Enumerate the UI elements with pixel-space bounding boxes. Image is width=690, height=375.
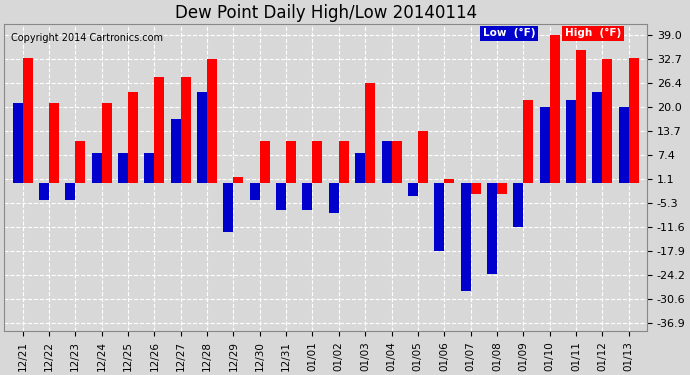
- Bar: [66, 183, 75, 200]
- Bar: [128, 92, 138, 183]
- Bar: [550, 35, 560, 183]
- Bar: [497, 183, 507, 195]
- Bar: [313, 141, 322, 183]
- Bar: [329, 183, 339, 213]
- Bar: [418, 131, 428, 183]
- Text: Low  (°F): Low (°F): [483, 28, 535, 38]
- Bar: [23, 58, 32, 183]
- Bar: [224, 183, 233, 232]
- Bar: [75, 141, 86, 183]
- Bar: [207, 59, 217, 183]
- Bar: [444, 179, 454, 183]
- Bar: [629, 58, 639, 183]
- Text: Copyright 2014 Cartronics.com: Copyright 2014 Cartronics.com: [10, 33, 163, 43]
- Bar: [259, 141, 270, 183]
- Bar: [576, 50, 586, 183]
- Text: High  (°F): High (°F): [565, 28, 621, 38]
- Bar: [92, 153, 101, 183]
- Bar: [566, 100, 576, 183]
- Bar: [197, 92, 207, 183]
- Bar: [101, 104, 112, 183]
- Bar: [233, 177, 244, 183]
- Bar: [602, 59, 612, 183]
- Bar: [619, 107, 629, 183]
- Bar: [487, 183, 497, 274]
- Bar: [302, 183, 313, 210]
- Bar: [355, 153, 365, 183]
- Bar: [382, 141, 391, 183]
- Bar: [144, 153, 155, 183]
- Bar: [181, 77, 190, 183]
- Bar: [250, 183, 259, 200]
- Bar: [434, 183, 444, 251]
- Bar: [155, 77, 164, 183]
- Bar: [408, 183, 418, 196]
- Bar: [523, 100, 533, 183]
- Bar: [170, 118, 181, 183]
- Bar: [286, 141, 296, 183]
- Bar: [12, 104, 23, 183]
- Bar: [592, 92, 602, 183]
- Bar: [118, 153, 128, 183]
- Bar: [339, 141, 349, 183]
- Bar: [49, 104, 59, 183]
- Bar: [276, 183, 286, 210]
- Bar: [39, 183, 49, 200]
- Bar: [365, 83, 375, 183]
- Bar: [540, 107, 550, 183]
- Bar: [513, 183, 523, 227]
- Bar: [391, 141, 402, 183]
- Bar: [460, 183, 471, 291]
- Title: Dew Point Daily High/Low 20140114: Dew Point Daily High/Low 20140114: [175, 4, 477, 22]
- Bar: [471, 183, 480, 195]
